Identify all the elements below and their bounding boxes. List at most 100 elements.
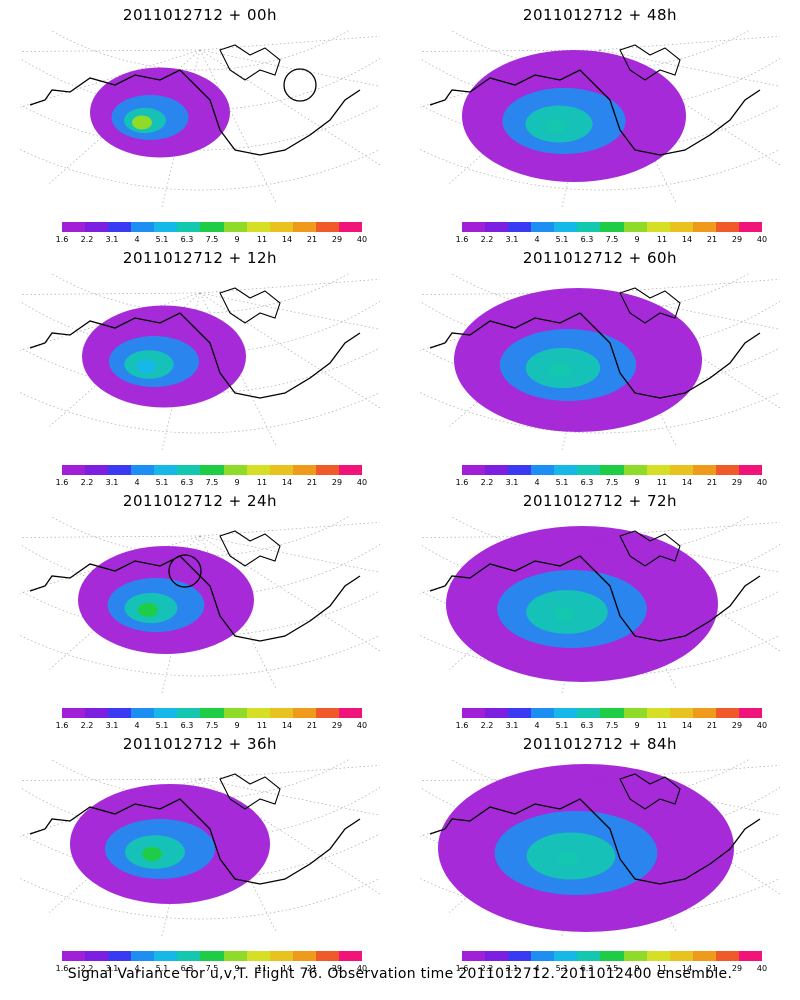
colorbar-tick-label: 6.3 xyxy=(180,721,194,730)
colorbar-tick-label: 4 xyxy=(534,478,540,487)
longitude-line xyxy=(599,35,780,51)
colorbar-tick-label: 4 xyxy=(134,235,140,244)
arctic-islands xyxy=(219,44,281,81)
colorbar-swatch xyxy=(531,222,555,232)
colorbar-tick-label: 9 xyxy=(634,721,640,730)
variance-peak xyxy=(554,607,574,621)
panel-title: 2011012712 + 60h xyxy=(522,249,678,267)
colorbar-tick-label: 4 xyxy=(534,235,540,244)
colorbar-tick-label: 3.1 xyxy=(505,235,519,244)
colorbar-labels: 1.6 2.2 3.1 4 5.1 6.3 7.5 9 11 14 21 29 40 xyxy=(452,721,772,731)
map-panel: 2011012712 + 48h 1.6 2.2 3.1 4 5.1 6.3 7.5 9 11 14… xyxy=(400,0,800,250)
longitude-line xyxy=(20,49,201,108)
colorbar-tick-label: 11 xyxy=(256,235,268,244)
colorbar-tick-label: 29 xyxy=(731,721,743,730)
colorbar-swatch xyxy=(108,222,132,232)
colorbar-swatch xyxy=(577,951,601,961)
colorbar-swatch xyxy=(646,222,670,232)
colorbar-swatch xyxy=(738,708,763,718)
colorbar-swatch xyxy=(508,951,532,961)
colorbar-tick-label: 2.2 xyxy=(480,235,494,244)
colorbar-tick-label: 40 xyxy=(356,235,368,244)
longitude-line xyxy=(20,778,201,781)
longitude-line xyxy=(599,278,780,294)
colorbar-swatch xyxy=(508,708,532,718)
colorbar-swatch xyxy=(223,951,247,961)
arctic-islands xyxy=(219,773,281,810)
colorbar-tick-label: 7.5 xyxy=(605,478,619,487)
arctic-islands xyxy=(619,773,681,810)
colorbar-tick-label: 9 xyxy=(234,235,240,244)
colorbar-tick-label: 4 xyxy=(134,721,140,730)
colorbar-tick-label: 29 xyxy=(731,964,743,973)
latitude-line xyxy=(20,104,380,151)
colorbar-tick-label: 2.2 xyxy=(80,478,94,487)
colorbar-tick-label: 5.1 xyxy=(555,721,569,730)
panel-title: 2011012712 + 36h xyxy=(122,735,278,753)
colorbar-tick-label: 5.1 xyxy=(155,478,169,487)
polar-map xyxy=(420,516,780,695)
colorbar-swatch xyxy=(292,222,316,232)
colorbar-tick-label: 2.2 xyxy=(80,235,94,244)
colorbar-tick-label: 14 xyxy=(281,964,293,973)
colorbar-swatch xyxy=(623,222,647,232)
colorbar xyxy=(462,708,763,718)
colorbar-swatch xyxy=(554,708,578,718)
colorbar-swatch xyxy=(200,465,224,475)
colorbar-tick-label: 3.1 xyxy=(105,235,119,244)
colorbar-swatch xyxy=(715,465,739,475)
colorbar-swatch xyxy=(577,465,601,475)
coastline xyxy=(29,312,361,399)
colorbar-tick-label: 14 xyxy=(681,478,693,487)
map-panel: 2011012712 + 12h 1.6 2.2 3.1 4 5.1 6.3 7.5 9 11 14… xyxy=(0,243,400,493)
longitude-line xyxy=(199,535,380,573)
colorbar-tick-label: 1.6 xyxy=(455,235,469,244)
variance-peak xyxy=(132,115,152,130)
colorbar-tick-label: 5.1 xyxy=(555,235,569,244)
polar-map xyxy=(420,759,780,938)
colorbar-swatch xyxy=(108,951,132,961)
colorbar-tick-label: 4 xyxy=(134,478,140,487)
colorbar-tick-label: 2.2 xyxy=(480,478,494,487)
colorbar-swatch xyxy=(669,708,693,718)
colorbar-swatch xyxy=(315,951,339,961)
colorbar-tick-label: 29 xyxy=(731,235,743,244)
colorbar-swatch xyxy=(462,465,486,475)
colorbar-swatch xyxy=(315,222,339,232)
longitude-line xyxy=(199,35,380,51)
colorbar-tick-label: 11 xyxy=(656,964,668,973)
colorbar-tick-label: 6.3 xyxy=(580,964,594,973)
colorbar-swatch xyxy=(600,465,624,475)
colorbar-labels: 1.6 2.2 3.1 4 5.1 6.3 7.5 9 11 14 21 29 40 xyxy=(52,721,372,731)
colorbar-swatch xyxy=(131,708,155,718)
polar-map xyxy=(20,516,380,695)
colorbar-swatch xyxy=(131,951,155,961)
variance-peak xyxy=(138,603,158,617)
colorbar-tick-label: 9 xyxy=(234,964,240,973)
colorbar-tick-label: 14 xyxy=(281,235,293,244)
colorbar-swatch xyxy=(577,222,601,232)
variance-peak xyxy=(136,359,156,374)
colorbar-tick-label: 14 xyxy=(681,964,693,973)
coastline xyxy=(429,69,761,156)
colorbar-swatch xyxy=(692,708,716,718)
colorbar-swatch xyxy=(577,708,601,718)
coastline xyxy=(429,555,761,642)
arctic-islands xyxy=(619,287,681,324)
colorbar-swatch xyxy=(62,708,86,718)
colorbar-swatch xyxy=(315,465,339,475)
colorbar-swatch xyxy=(85,222,109,232)
colorbar-labels: 1.6 2.2 3.1 4 5.1 6.3 7.5 9 11 14 21 29 40 xyxy=(452,235,772,245)
colorbar-swatch xyxy=(600,951,624,961)
colorbar-swatch xyxy=(200,951,224,961)
colorbar-tick-label: 21 xyxy=(706,721,718,730)
colorbar-swatch xyxy=(62,465,86,475)
colorbar-swatch xyxy=(669,951,693,961)
colorbar-swatch xyxy=(62,222,86,232)
colorbar-tick-label: 9 xyxy=(234,478,240,487)
colorbar-tick-label: 11 xyxy=(656,721,668,730)
colorbar-swatch xyxy=(200,222,224,232)
colorbar-swatch xyxy=(246,465,270,475)
colorbar-tick-label: 29 xyxy=(731,478,743,487)
colorbar-tick-label: 9 xyxy=(634,964,640,973)
